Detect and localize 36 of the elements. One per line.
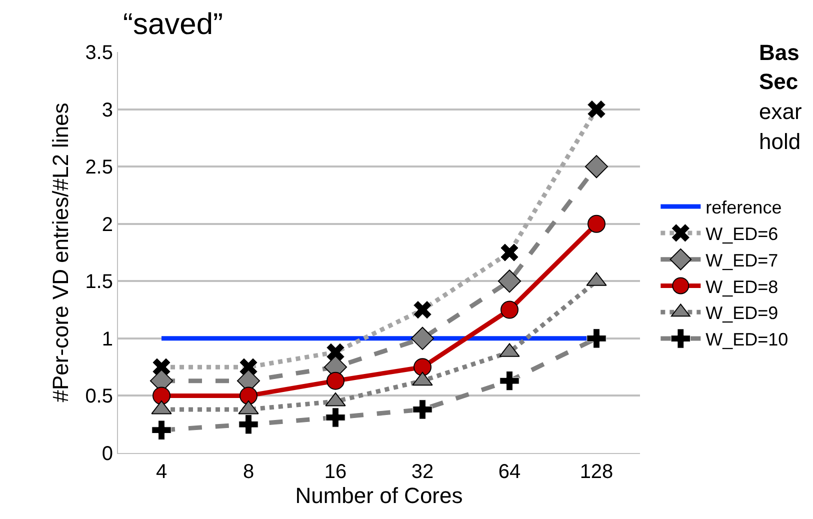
y-tick-label: 1	[102, 328, 113, 350]
y-tick-label: 2.5	[85, 156, 113, 179]
legend-label: reference	[706, 198, 782, 218]
text: “saved”	[123, 8, 224, 41]
legend-label: W_ED=7	[706, 250, 778, 270]
x-tick-label: 128	[580, 461, 614, 483]
y-tick-label: 0.5	[85, 386, 113, 408]
x-tick-label: 64	[498, 461, 521, 483]
y-tick-label: 0	[102, 443, 113, 465]
x-tick-label: 8	[242, 461, 254, 483]
y-tick-label: 3.5	[85, 42, 113, 64]
y-tick-label: 3	[102, 99, 113, 122]
point	[498, 270, 522, 293]
point	[240, 386, 258, 405]
legend-label: W_ED=9	[706, 303, 778, 324]
point	[152, 386, 170, 405]
point	[410, 326, 434, 350]
text: exar	[759, 99, 802, 124]
text: hold	[759, 129, 801, 154]
legend-label: W_ED=10	[706, 330, 788, 350]
text: Bas	[759, 40, 800, 65]
y-axis-title: #Per-core VD entries/#L2 lines	[48, 102, 73, 402]
x-tick-label: 4	[156, 461, 168, 483]
legend-label: W_ED=8	[706, 276, 778, 297]
point	[414, 358, 432, 376]
point	[326, 372, 344, 390]
y-tick-label: 1.5	[85, 271, 113, 294]
y-tick-label: 2	[102, 214, 113, 236]
legend-label: W_ED=6	[706, 224, 778, 244]
point	[500, 300, 518, 319]
point	[588, 214, 606, 233]
x-tick-label: 16	[324, 461, 347, 483]
x-tick-label: 32	[411, 461, 434, 483]
text: Sec	[759, 69, 798, 94]
point	[584, 155, 608, 178]
x-axis-title: Number of Cores	[295, 483, 463, 508]
